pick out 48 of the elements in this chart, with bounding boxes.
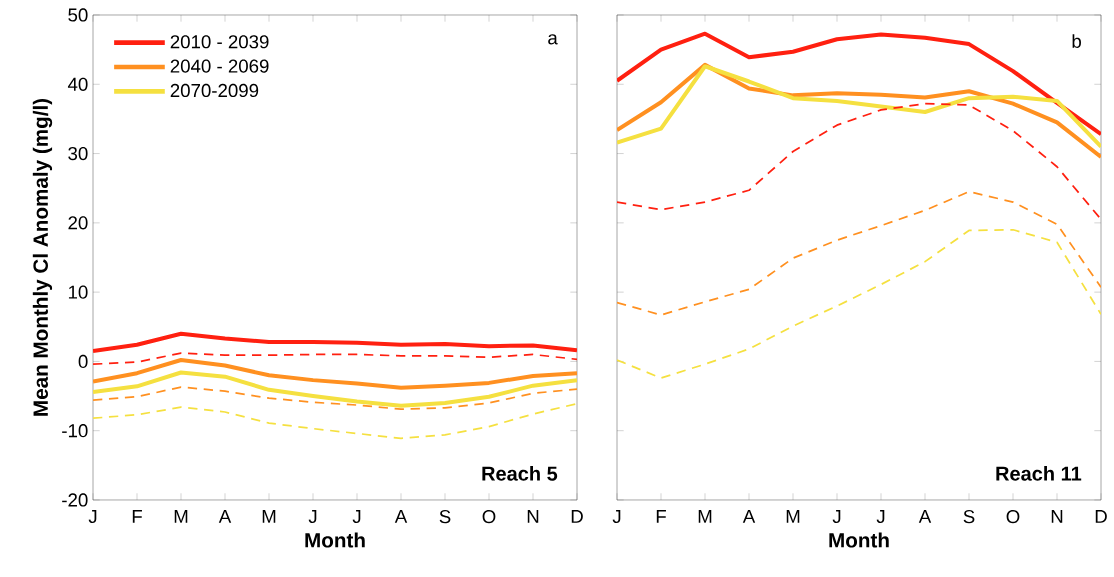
x-tick-label: J [876, 510, 885, 524]
x-tick-label: F [132, 510, 142, 523]
line-series [93, 402, 577, 440]
x-axis-title: Month [829, 532, 889, 548]
x-tick-label: J [308, 510, 317, 524]
y-tick-label: 0 [78, 354, 88, 369]
x-tick-label: D [1095, 510, 1107, 523]
x-tick-label: S [439, 510, 451, 524]
x-tick-label: M [786, 510, 800, 523]
line-series [93, 352, 577, 366]
line-series [93, 331, 577, 354]
x-tick-label: M [698, 510, 712, 523]
line-series [93, 386, 577, 411]
y-tick-label: 10 [68, 285, 88, 299]
y-tick-label: 30 [68, 146, 88, 161]
annotation: Reach 11 [996, 466, 1082, 481]
x-tick-label: N [1051, 510, 1063, 523]
x-tick-label: M [174, 510, 188, 523]
x-tick-label: A [742, 510, 756, 523]
y-tick-label: 50 [68, 8, 88, 22]
x-tick-label: A [918, 510, 932, 523]
y-tick-label: 40 [67, 77, 88, 91]
y-tick-label: -10 [62, 424, 88, 438]
x-tick-label: F [656, 510, 666, 523]
x-tick-label: J [832, 510, 841, 524]
x-tick-label: D [571, 510, 583, 523]
x-tick-label: O [1006, 510, 1020, 524]
legend-label: 2040 - 2069 [170, 59, 269, 73]
legend-label: 2010 - 2039 [170, 35, 269, 49]
annotation: Reach 5 [482, 466, 558, 481]
x-tick-label: J [88, 510, 97, 524]
x-tick-label: M [262, 510, 276, 523]
x-tick-label: S [963, 510, 975, 524]
y-tick-label: -20 [62, 493, 88, 507]
x-axis-title: Month [305, 532, 365, 548]
x-tick-label: J [612, 510, 621, 524]
annotation: b [1072, 34, 1081, 48]
y-axis-title: Mean Monthly Cl Anomaly (mg/l) [32, 98, 53, 416]
x-tick-label: A [394, 510, 408, 523]
annotation: a [548, 34, 558, 45]
line-series [93, 358, 577, 390]
x-tick-label: O [482, 510, 496, 524]
x-tick-label: J [352, 510, 361, 524]
x-tick-label: N [527, 510, 539, 523]
y-tick-label: 20 [68, 216, 88, 230]
line-series [93, 370, 577, 408]
x-tick-label: A [218, 510, 232, 523]
legend-label: 2070-2099 [170, 83, 259, 98]
